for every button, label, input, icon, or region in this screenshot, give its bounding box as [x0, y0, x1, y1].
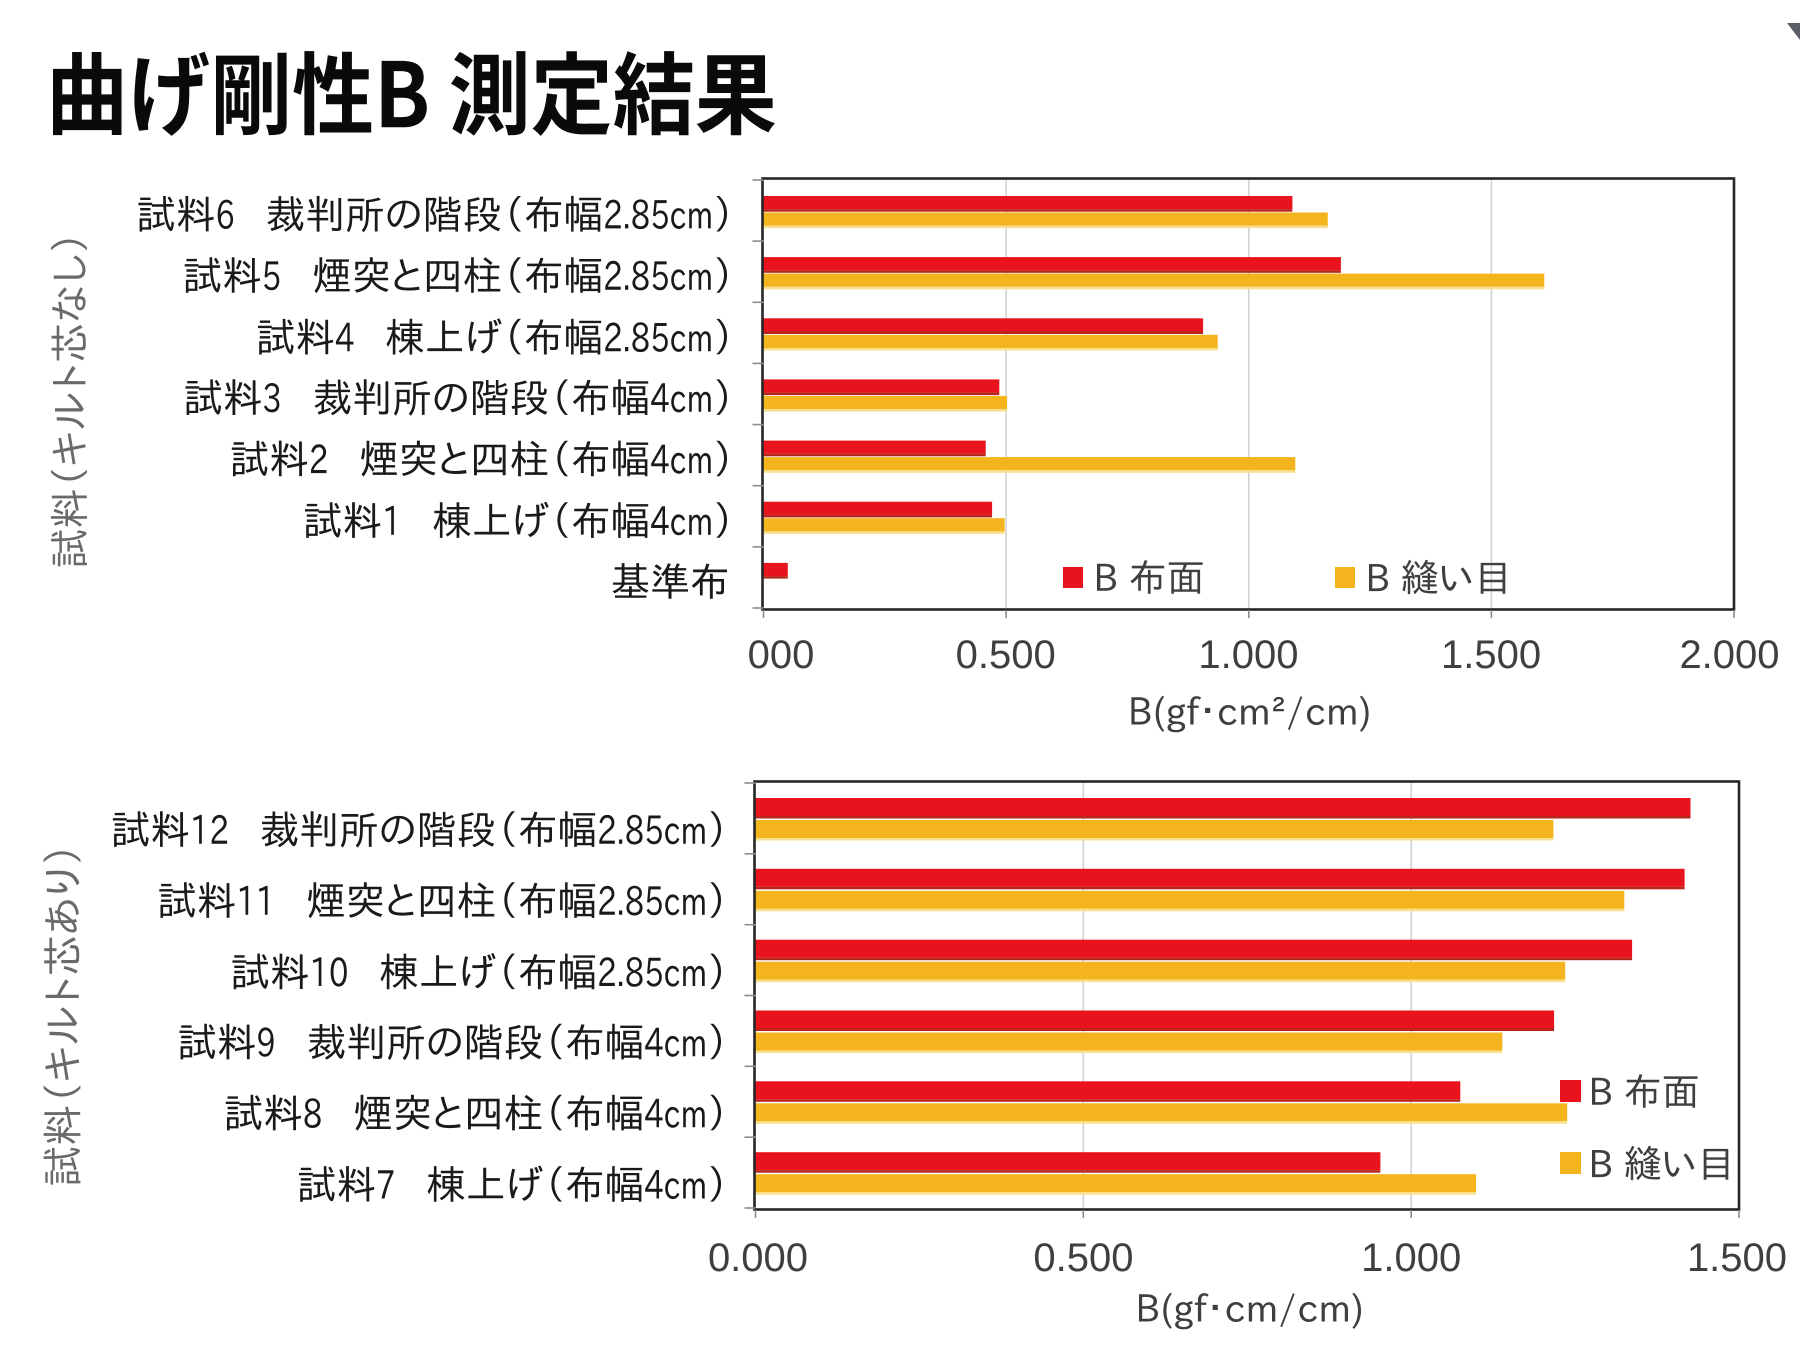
- svg-text:1.000: 1.000: [1361, 1236, 1461, 1280]
- svg-text:0.500: 0.500: [1033, 1236, 1133, 1280]
- svg-text:000: 000: [748, 633, 815, 677]
- svg-text:1.000: 1.000: [1198, 633, 1298, 677]
- svg-text:1.500: 1.500: [1687, 1236, 1787, 1280]
- svg-text:0.500: 0.500: [956, 633, 1056, 677]
- svg-text:0.000: 0.000: [708, 1236, 808, 1280]
- svg-text:2.000: 2.000: [1679, 633, 1779, 677]
- svg-text:1.500: 1.500: [1441, 633, 1541, 677]
